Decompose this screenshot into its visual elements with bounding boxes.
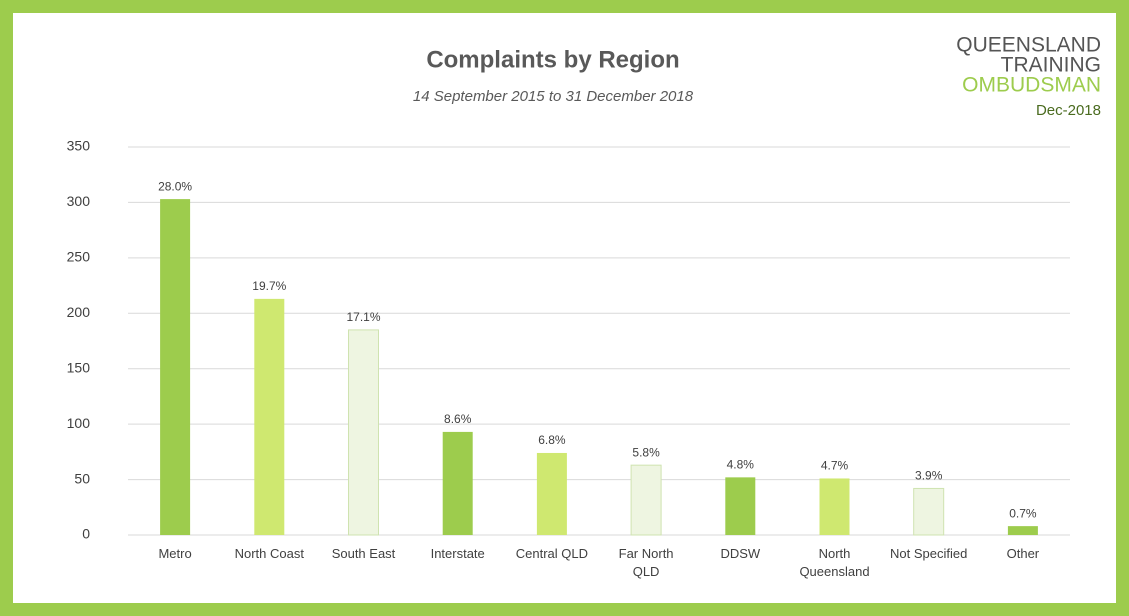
x-tick-label: Not Specified <box>890 546 968 561</box>
y-tick-label: 0 <box>82 526 90 542</box>
x-tick-label: Central QLD <box>515 546 589 561</box>
chart-frame: Complaints by Region 14 September 2015 t… <box>13 13 1116 603</box>
y-tick-label: 250 <box>67 249 91 265</box>
logo-line: TRAINING <box>1001 54 1101 77</box>
x-tick-label: Interstate <box>430 546 485 561</box>
x-tick-label: Metro <box>158 546 192 561</box>
y-tick-label: 150 <box>67 359 91 375</box>
bar <box>160 199 191 536</box>
x-tick-label: North Queensland <box>799 546 870 579</box>
data-label: 3.9% <box>915 469 943 483</box>
x-tick-label: North Coast <box>234 546 304 561</box>
y-tick-label: 300 <box>67 193 91 209</box>
y-tick-label: 100 <box>67 415 91 431</box>
data-label: 4.8% <box>727 458 755 472</box>
data-label: 17.1% <box>346 310 380 324</box>
bar <box>348 329 379 536</box>
y-tick-label: 200 <box>67 304 91 320</box>
chart-subtitle: 14 September 2015 to 31 December 2018 <box>413 88 694 105</box>
x-tick-label: Far North QLD <box>618 546 674 579</box>
bar <box>725 477 756 535</box>
data-label: 4.7% <box>821 459 849 473</box>
bar <box>254 298 285 535</box>
bar <box>819 478 850 535</box>
data-label: 28.0% <box>158 179 192 193</box>
bar <box>442 431 473 535</box>
x-tick-label: South East <box>331 546 396 561</box>
data-label: 5.8% <box>632 445 660 459</box>
data-label: 6.8% <box>538 433 566 447</box>
y-tick-label: 50 <box>74 470 90 486</box>
x-tick-label: DDSW <box>720 546 761 561</box>
data-label: 8.6% <box>444 412 472 426</box>
bar <box>913 487 945 536</box>
logo-line: OMBUDSMAN <box>962 74 1101 97</box>
y-tick-label: 350 <box>67 138 91 154</box>
x-tick-label: Other <box>1006 546 1040 561</box>
chart: Complaints by Region 14 September 2015 t… <box>67 34 1101 542</box>
data-label: 0.7% <box>1009 506 1037 520</box>
date-label: Dec-2018 <box>1036 102 1101 119</box>
chart-title: Complaints by Region <box>426 46 679 73</box>
data-label: 19.7% <box>252 279 286 293</box>
bar <box>630 464 662 536</box>
logo-line: QUEENSLAND <box>956 34 1101 57</box>
bar <box>536 452 567 535</box>
bar <box>1007 526 1038 535</box>
